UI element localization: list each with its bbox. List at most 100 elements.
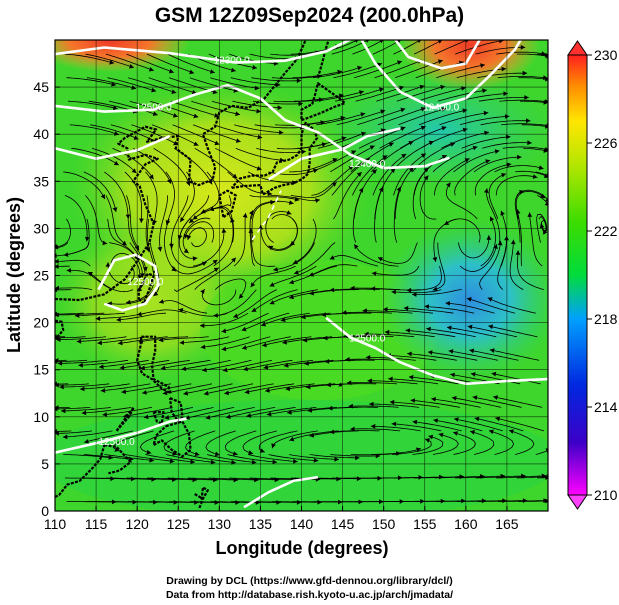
streamline: [171, 195, 189, 249]
streamline-arrowhead: [171, 266, 177, 272]
height-contours: [55, 40, 548, 509]
streamline: [480, 120, 531, 126]
streamline: [153, 147, 191, 187]
streamline: [432, 242, 446, 291]
map-title: GSM 12Z09Sep2024 (200.0hPa): [154, 4, 465, 27]
streamline-arrowhead: [441, 126, 447, 131]
streamline: [439, 112, 489, 126]
streamline-arrowhead: [350, 285, 355, 291]
streamline-arrowhead: [157, 246, 163, 252]
streamline: [213, 289, 257, 317]
streamline-arrowhead: [408, 167, 414, 173]
streamline: [192, 195, 232, 220]
streamline: [139, 430, 175, 454]
streamline-arrowhead: [407, 351, 412, 357]
streamline: [455, 475, 506, 479]
streamline: [158, 300, 208, 314]
streamline: [56, 336, 106, 340]
streamline-arrowhead: [165, 220, 171, 225]
streamline: [437, 89, 487, 102]
streamline: [131, 124, 179, 146]
streamline: [516, 53, 548, 57]
streamline-arrowhead: [545, 197, 548, 202]
streamline: [509, 239, 524, 290]
streamline-arrowhead: [427, 350, 433, 355]
streamline-arrowhead: [189, 218, 194, 223]
streamline-arrowhead: [315, 198, 320, 203]
y-tick-label: 35: [33, 173, 49, 189]
streamline-arrowhead: [142, 390, 147, 395]
streamline: [335, 88, 385, 102]
contour-label: 12300.0: [214, 56, 251, 67]
streamline: [170, 242, 207, 268]
streamline-arrowhead: [168, 68, 174, 74]
streamline: [116, 312, 166, 321]
streamline-arrowhead: [231, 257, 236, 263]
streamline: [159, 195, 168, 252]
streamline: [251, 77, 302, 82]
streamline-arrowhead: [192, 215, 198, 220]
streamline: [426, 328, 476, 338]
streamline-arrowhead: [159, 299, 164, 304]
streamline: [214, 278, 247, 299]
streamline: [85, 195, 108, 244]
streamline-arrowhead: [356, 172, 362, 177]
y-tick-label: 40: [33, 126, 49, 142]
streamline: [249, 210, 256, 267]
streamline: [124, 454, 175, 462]
streamline-arrowhead: [105, 262, 111, 267]
streamline: [243, 359, 293, 371]
streamline-arrowhead: [210, 459, 216, 465]
streamline: [495, 175, 538, 196]
streamline: [396, 85, 446, 102]
streamline-arrowhead: [483, 188, 489, 194]
streamline: [394, 167, 414, 220]
streamline: [494, 165, 544, 173]
streamline-arrowhead: [55, 312, 59, 318]
streamline: [205, 407, 255, 419]
streamline-arrowhead: [379, 87, 384, 92]
streamline-arrowhead: [270, 199, 275, 205]
streamline-arrowhead: [503, 91, 508, 97]
streamline: [126, 195, 140, 251]
streamline-arrowhead: [158, 337, 164, 343]
streamline: [57, 287, 93, 290]
streamline-arrowhead: [108, 455, 114, 460]
streamline-arrowhead: [224, 390, 230, 396]
streamline: [251, 200, 294, 220]
streamline: [330, 145, 375, 173]
streamline: [232, 100, 283, 109]
streamline-arrowhead: [102, 240, 108, 246]
streamline: [379, 126, 426, 149]
streamline-arrowhead: [282, 339, 287, 345]
streamline-arrowhead: [232, 451, 238, 456]
streamline: [518, 500, 547, 502]
streamline-arrowhead: [329, 429, 335, 435]
streamline: [330, 454, 381, 457]
streamline: [87, 271, 134, 293]
streamline: [64, 53, 115, 64]
streamline: [398, 108, 447, 126]
streamline: [353, 60, 403, 79]
streamline-arrowhead: [200, 323, 205, 329]
streamline: [329, 288, 380, 291]
streamline: [202, 359, 252, 371]
height-contour-line: [55, 83, 450, 170]
streamline: [443, 218, 481, 243]
streamline-arrowhead: [194, 451, 200, 457]
streamline-arrowhead: [543, 100, 548, 105]
streamline: [271, 430, 318, 449]
streamline-arrowhead: [292, 259, 298, 265]
streamline-arrowhead: [446, 182, 451, 188]
streamline-arrowhead: [309, 432, 315, 438]
streamline: [367, 380, 418, 385]
streamline: [270, 195, 320, 202]
streamline-arrowhead: [360, 112, 366, 117]
streamline: [518, 77, 547, 80]
streamline: [372, 40, 399, 55]
streamline: [413, 40, 440, 55]
streamline: [353, 169, 378, 220]
height-contour-line: [325, 316, 548, 386]
x-tick-label: 165: [495, 516, 519, 532]
credit-drawing: Drawing by DCL (https://www.gfd-dennou.o…: [166, 575, 453, 587]
